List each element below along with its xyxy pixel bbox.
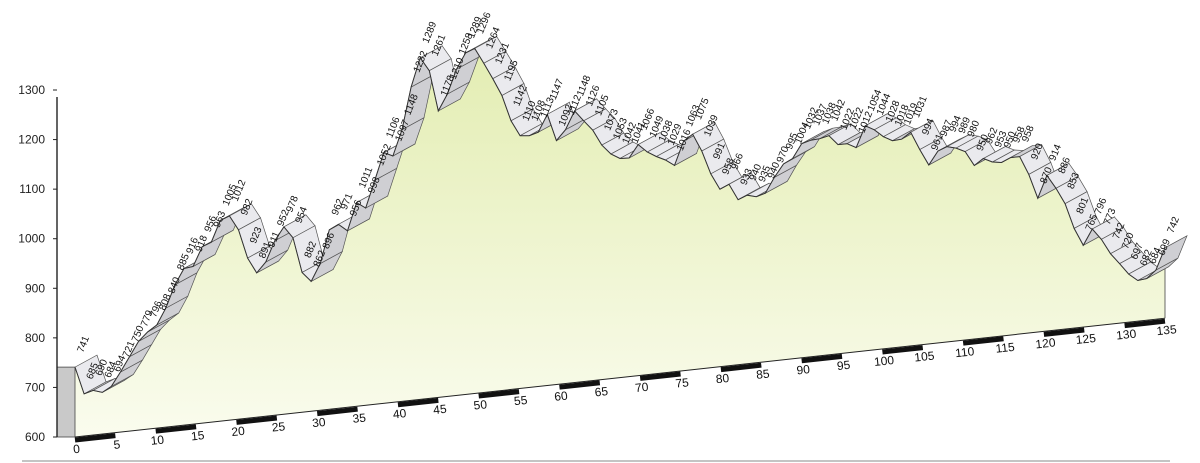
x-scale-segment [74,433,116,443]
x-tick-label: 105 [914,349,936,365]
x-scale-segment [236,415,278,425]
elevation-area [75,48,1165,438]
y-tick-label: 800 [25,331,45,345]
x-scale-segment [720,362,762,373]
x-tick-label: 20 [231,424,246,439]
x-scale-segment [559,380,601,390]
x-tick-label: 50 [473,397,488,412]
elevation-label: 1147 [548,77,566,101]
x-tick-label: 90 [796,362,811,377]
x-tick-label: 35 [352,411,367,426]
x-tick-label: 10 [150,433,165,448]
profile-line [74,47,1166,395]
x-tick-label: 110 [954,344,975,360]
plot-area: 600 700 800 900 1000 1100 1200 1300 0 5 10 15 20 25 30… [18,10,1188,462]
x-scale-segment [1043,327,1085,337]
x-tick-label: 15 [190,428,205,443]
x-tick-label: 115 [995,340,1016,356]
x-axis-line [74,317,1166,438]
x-scale-segment [882,345,924,355]
x-tick-label: 130 [1116,327,1138,343]
x-tick-label: 45 [433,402,448,417]
x-tick-label: 95 [836,358,851,373]
elevation-label: 1031 [911,94,930,119]
x-tick-label: 85 [756,367,771,382]
elevation-label: 741 [76,334,93,354]
x-scale-segment [397,397,439,408]
elevation-label: 958 [1020,124,1037,144]
x-tick-label: 55 [513,393,528,408]
x-tick-label: 70 [634,380,649,395]
x-scale-segment [316,406,358,417]
x-tick-label: 135 [1156,322,1178,338]
y-tick-label: 1200 [18,133,45,147]
x-tick-label: 125 [1075,331,1097,347]
x-scale-segment [155,424,197,434]
y-tick-label: 900 [25,281,45,295]
left-wall [56,366,76,438]
x-tick-label: 65 [594,384,609,399]
y-tick-label: 1000 [18,232,45,246]
x-tick-label: 30 [311,415,326,430]
x-scale-segment [801,353,843,364]
x-tick-label: 60 [554,389,569,404]
x-tick-label: 0 [73,442,81,457]
x-tick-label: 5 [113,437,121,452]
x-scale-segment [478,389,520,399]
y-tick-label: 1300 [18,83,45,97]
x-tick-label: 80 [715,371,730,386]
x-tick-label: 120 [1035,335,1057,351]
x-tick-label: 25 [271,419,286,434]
y-tick-label: 700 [25,380,45,394]
y-tick-label: 1100 [19,182,45,196]
x-scale-segment [1124,318,1166,329]
x-tick-label: 75 [675,375,690,390]
y-tick-label: 600 [25,430,45,444]
x-scale-segment [962,336,1004,346]
x-tick-label: 100 [873,353,895,369]
x-tick-label: 40 [392,406,407,421]
elevation-label: 742 [1166,215,1183,235]
x-scale-segment [639,371,681,381]
